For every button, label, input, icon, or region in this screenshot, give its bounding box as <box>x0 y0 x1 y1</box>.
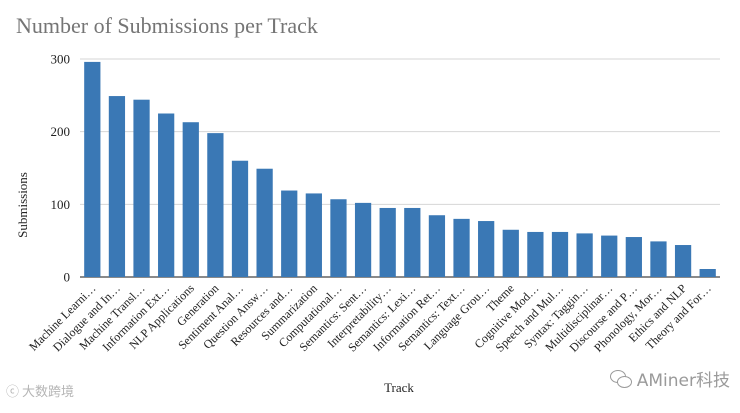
bar <box>576 233 593 277</box>
watermark-right: AMiner科技 <box>609 366 730 391</box>
bar <box>551 231 569 277</box>
bar <box>478 221 495 277</box>
y-tick-label: 100 <box>51 197 71 212</box>
bar <box>182 122 199 277</box>
bar <box>330 199 347 277</box>
y-tick-labels: 0 100 200 300 <box>51 52 71 285</box>
bar <box>231 160 249 277</box>
bar <box>354 202 372 277</box>
bar <box>207 133 224 277</box>
bar <box>133 99 150 278</box>
bar <box>601 235 618 277</box>
bar <box>527 231 544 277</box>
gridlines <box>80 58 720 278</box>
bar <box>428 215 446 277</box>
bar <box>108 96 126 277</box>
watermark-right-text: AMiner科技 <box>636 371 730 391</box>
bars <box>84 61 716 278</box>
bar <box>281 190 298 277</box>
bar <box>650 241 667 277</box>
y-tick-label: 300 <box>51 52 71 67</box>
y-tick-label: 0 <box>64 270 71 285</box>
chart-title: Number of Submissions per Track <box>16 13 318 38</box>
watermark-left: ⓒ 大数跨境 <box>6 381 74 400</box>
bar <box>453 218 470 277</box>
watermark-logo-icon: ⓒ <box>6 385 20 400</box>
y-tick-label: 200 <box>51 124 71 139</box>
bar <box>404 207 421 277</box>
watermark-left-text: 大数跨境 <box>22 385 75 400</box>
y-axis-label: Submissions <box>15 172 30 238</box>
bar <box>379 207 396 277</box>
bar <box>699 269 716 277</box>
bar <box>256 168 273 277</box>
bar <box>502 229 519 277</box>
wechat-icon <box>609 369 632 388</box>
bar <box>84 61 101 278</box>
x-tick-labels: Machine Learni…Dialogue and In…Machine T… <box>26 281 714 355</box>
bar <box>625 237 642 277</box>
bar <box>674 245 692 277</box>
bar <box>158 113 175 277</box>
bar <box>305 193 322 277</box>
x-axis-label: Track <box>384 380 414 395</box>
